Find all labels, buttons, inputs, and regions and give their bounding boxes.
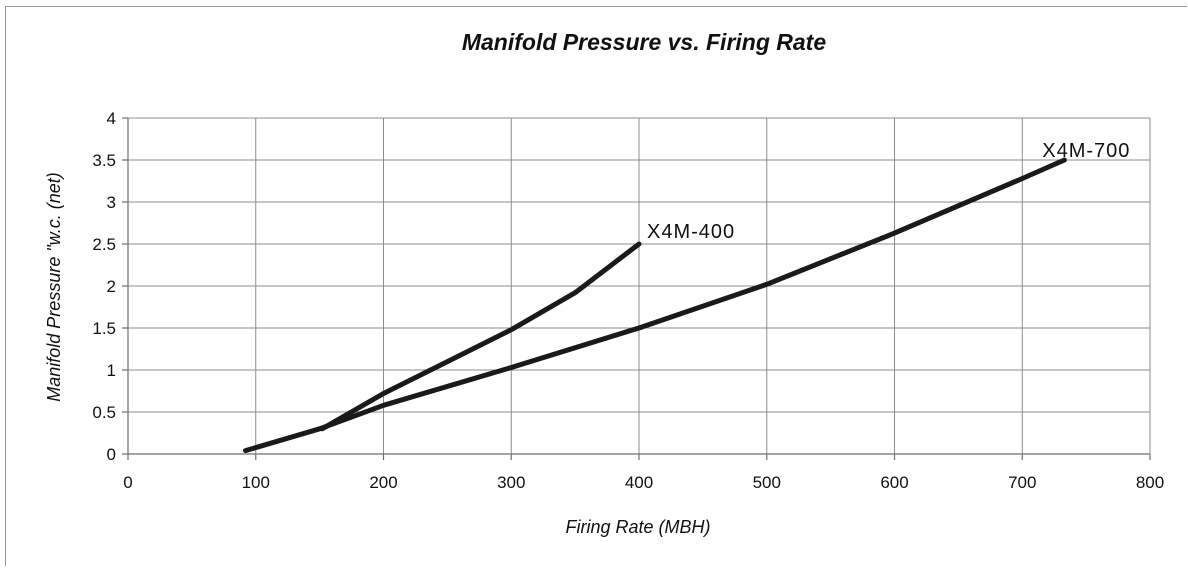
y-tick-labels: 0 0.5 1 1.5 2 2.5 3 3.5 4 (92, 109, 116, 464)
y-tick-label: 3 (107, 193, 116, 212)
series-line-x4m-700 (243, 157, 1067, 454)
x-tick-label: 800 (1136, 473, 1164, 492)
y-tick-label: 1 (107, 361, 116, 380)
x-tick-label: 500 (753, 473, 781, 492)
y-tick-label: 0.5 (92, 403, 116, 422)
y-tick-label: 2 (107, 277, 116, 296)
x-tick-label: 200 (369, 473, 397, 492)
y-tick-label: 0 (107, 445, 116, 464)
y-tick-label: 4 (107, 109, 116, 128)
series-label: X4M-400 (647, 221, 735, 243)
axes (122, 117, 1151, 460)
series-lines (243, 157, 1067, 454)
x-tick-label: 0 (123, 473, 132, 492)
x-tick-labels: 0 100 200 300 400 500 600 700 800 (123, 473, 1164, 492)
y-tick-label: 2.5 (92, 235, 116, 254)
series-label: X4M-700 (1042, 140, 1130, 162)
y-axis-title: Manifold Pressure "w.c. (net) (44, 172, 64, 401)
series-labels: X4M-400 X4M-700 (647, 140, 1130, 243)
x-tick-label: 300 (497, 473, 525, 492)
y-tick-label: 1.5 (92, 319, 116, 338)
y-tick-label: 3.5 (92, 151, 116, 170)
series-line-x4m-400 (319, 241, 642, 432)
grid (128, 117, 1151, 454)
x-tick-label: 700 (1008, 473, 1036, 492)
chart-title: Manifold Pressure vs. Firing Rate (462, 29, 826, 55)
x-tick-label: 400 (625, 473, 653, 492)
x-tick-label: 100 (242, 473, 270, 492)
x-axis-title: Firing Rate (MBH) (565, 517, 710, 537)
chart-frame (5, 6, 1187, 566)
x-tick-label: 600 (880, 473, 908, 492)
